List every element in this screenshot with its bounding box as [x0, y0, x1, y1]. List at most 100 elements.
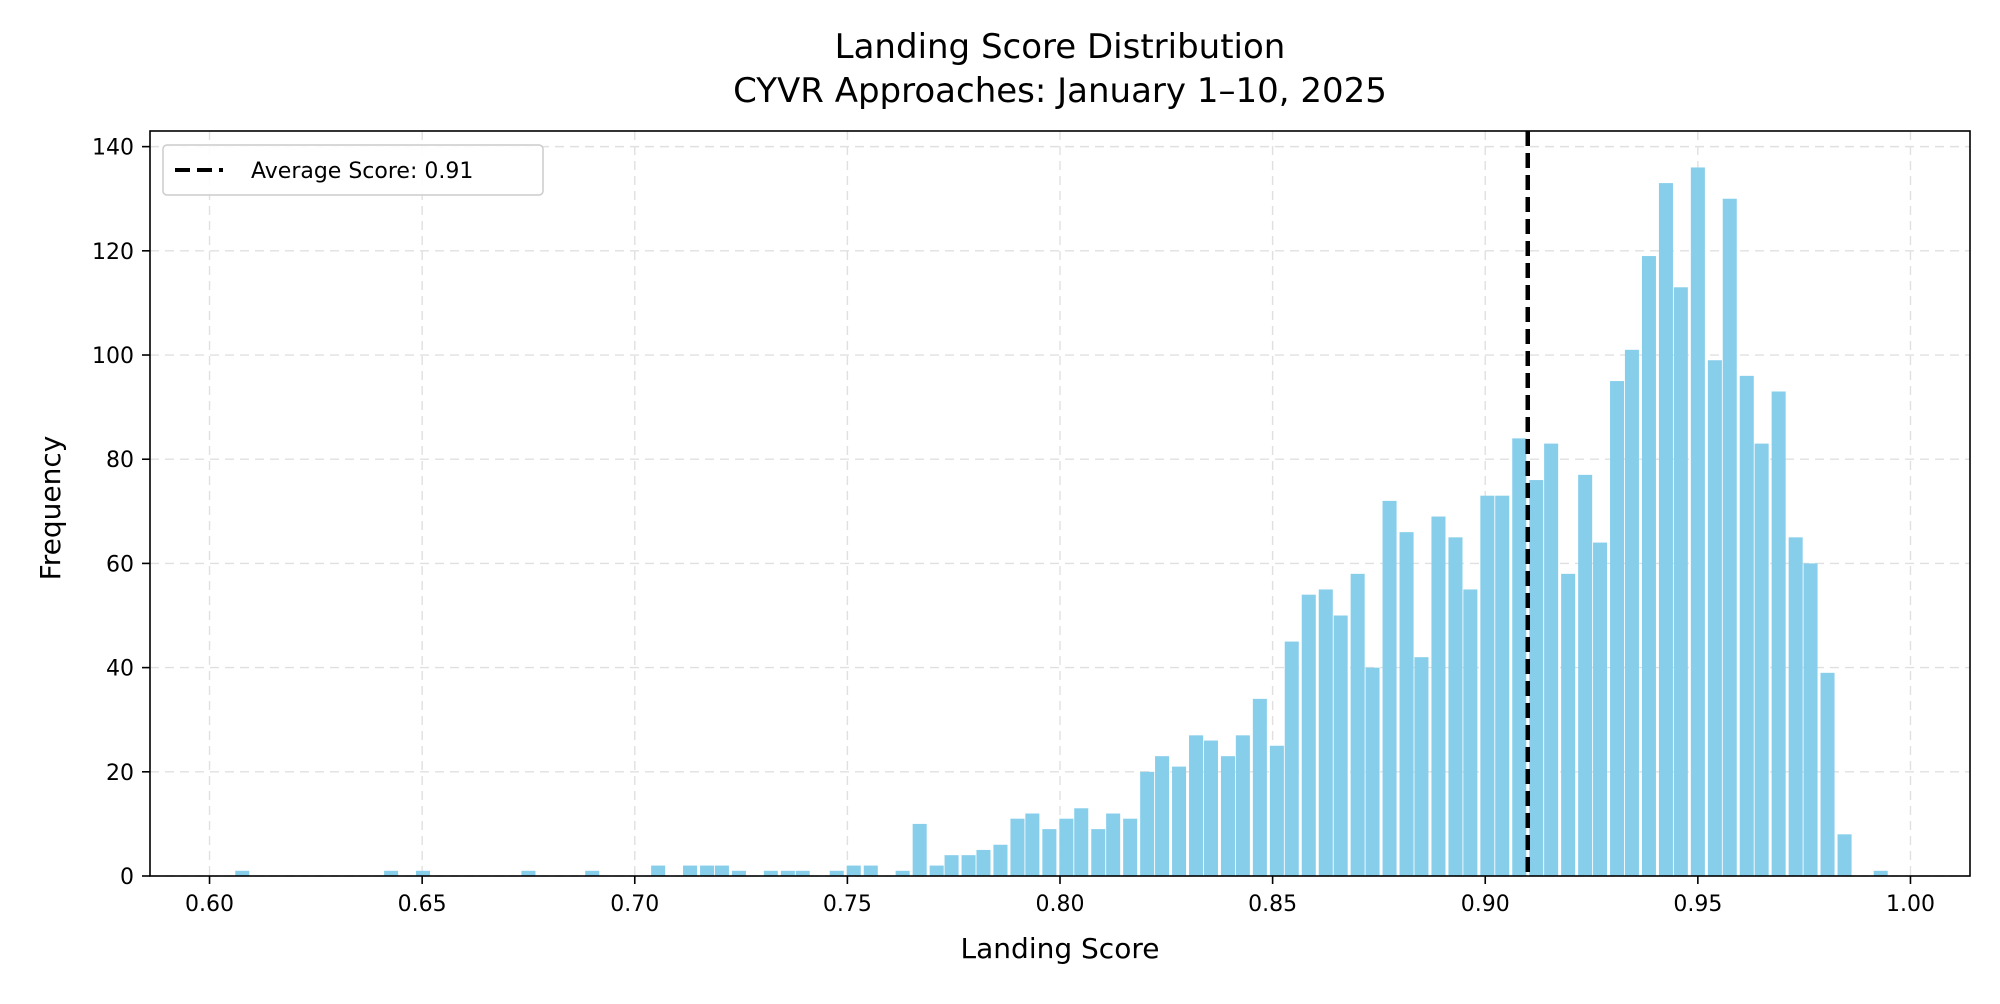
- histogram-bar: [1252, 698, 1267, 876]
- histogram-bar: [1059, 818, 1074, 876]
- histogram-bar: [1365, 667, 1380, 876]
- histogram-bar: [651, 865, 666, 876]
- histogram-bar: [795, 870, 810, 876]
- histogram-bar: [1333, 615, 1348, 876]
- histogram-bar: [863, 865, 878, 876]
- histogram-bar: [1873, 870, 1888, 876]
- y-axis-ticks: 0 20 40 60 80 100 120 140: [92, 136, 150, 890]
- histogram-bar: [585, 870, 600, 876]
- histogram-bar: [1203, 740, 1218, 876]
- x-tick-label: 0.90: [1461, 892, 1510, 917]
- y-tick-label: 100: [92, 344, 134, 369]
- histogram-bars: [235, 167, 1888, 877]
- histogram-bar: [1091, 829, 1106, 876]
- histogram-bar: [1593, 542, 1608, 876]
- histogram-bar: [1707, 360, 1722, 876]
- histogram-bar: [846, 865, 861, 876]
- x-tick-label: 0.70: [610, 892, 659, 917]
- histogram-bar: [1820, 672, 1835, 876]
- histogram-bar: [1722, 198, 1737, 876]
- histogram-bar: [1529, 480, 1544, 876]
- legend-label: Average Score: 0.91: [251, 159, 473, 184]
- y-tick-label: 20: [106, 761, 134, 786]
- histogram-bar: [1658, 183, 1673, 876]
- histogram-bar: [1610, 381, 1625, 876]
- histogram-bar: [1512, 438, 1527, 876]
- histogram-bar: [1803, 563, 1818, 876]
- histogram-bar: [763, 870, 778, 876]
- histogram-bar: [912, 823, 927, 876]
- histogram-bar: [1123, 818, 1138, 876]
- x-axis-label: Landing Score: [961, 932, 1160, 965]
- histogram-bar: [1074, 808, 1089, 876]
- histogram-bar: [1544, 443, 1559, 876]
- histogram-bar: [1025, 813, 1040, 876]
- histogram-bar: [1284, 641, 1299, 876]
- histogram-bar: [1301, 594, 1316, 876]
- legend-box: [162, 144, 544, 196]
- histogram-bar: [1463, 589, 1478, 876]
- histogram-bar: [1140, 771, 1155, 876]
- histogram-bar: [1235, 735, 1250, 876]
- y-tick-label: 120: [92, 240, 134, 265]
- histogram-bar: [1010, 818, 1025, 876]
- histogram-bar: [1673, 287, 1688, 876]
- chart-title-line2: CYVR Approaches: January 1–10, 2025: [733, 71, 1387, 111]
- y-axis-label: Frequency: [34, 436, 67, 581]
- histogram-bar: [1641, 256, 1656, 876]
- histogram-bar: [829, 870, 844, 876]
- histogram-bar: [1495, 495, 1510, 876]
- histogram-bar: [895, 870, 910, 876]
- histogram-bar: [1042, 829, 1057, 876]
- histogram-bar: [384, 870, 399, 876]
- histogram-bar: [1837, 834, 1852, 876]
- histogram-bar: [1739, 375, 1754, 876]
- histogram-bar: [1448, 537, 1463, 876]
- histogram-bar: [929, 865, 944, 876]
- legend: Average Score: 0.91: [162, 144, 544, 196]
- y-tick-label: 60: [106, 552, 134, 577]
- histogram-bar: [976, 849, 991, 876]
- y-tick-label: 140: [92, 136, 134, 161]
- histogram-bar: [993, 844, 1008, 876]
- histogram-bar: [1106, 813, 1121, 876]
- histogram-bar: [1155, 756, 1170, 876]
- x-tick-label: 0.65: [398, 892, 447, 917]
- histogram-bar: [521, 870, 536, 876]
- histogram-bar: [1350, 573, 1365, 876]
- histogram-bar: [1754, 443, 1769, 876]
- histogram-bar: [1788, 537, 1803, 876]
- histogram-bar: [961, 855, 976, 876]
- histogram-bar: [1624, 349, 1639, 877]
- x-tick-label: 0.60: [185, 892, 234, 917]
- histogram-bar: [780, 870, 795, 876]
- chart-title-line1: Landing Score Distribution: [835, 27, 1286, 67]
- histogram-bar: [1578, 474, 1593, 876]
- y-tick-label: 40: [106, 657, 134, 682]
- histogram-bar: [714, 865, 729, 876]
- y-tick-label: 80: [106, 448, 134, 473]
- plot-frame: [149, 130, 1971, 877]
- histogram-bar: [1220, 756, 1235, 876]
- histogram-bar: [1561, 573, 1576, 876]
- histogram-bar: [235, 870, 250, 876]
- histogram-bar: [1172, 766, 1187, 876]
- histogram-bar: [415, 870, 431, 876]
- x-tick-label: 0.75: [823, 892, 872, 917]
- histogram-bar: [731, 870, 746, 876]
- histogram-bar: [1771, 391, 1786, 876]
- histogram-bar: [1414, 657, 1429, 876]
- histogram-bar: [1690, 167, 1705, 877]
- x-tick-label: 0.85: [1248, 892, 1297, 917]
- histogram-bar: [1318, 589, 1333, 876]
- x-axis-ticks: 0.60 0.65 0.70 0.75 0.80 0.85 0.90 0.95 1.00: [185, 876, 1935, 917]
- x-tick-label: 0.80: [1036, 892, 1085, 917]
- histogram-bar: [683, 865, 698, 876]
- histogram-bar: [1480, 495, 1495, 876]
- x-tick-label: 0.95: [1673, 892, 1722, 917]
- histogram-bar: [700, 865, 715, 876]
- histogram-bar: [1399, 532, 1414, 876]
- histogram-bar: [944, 855, 959, 876]
